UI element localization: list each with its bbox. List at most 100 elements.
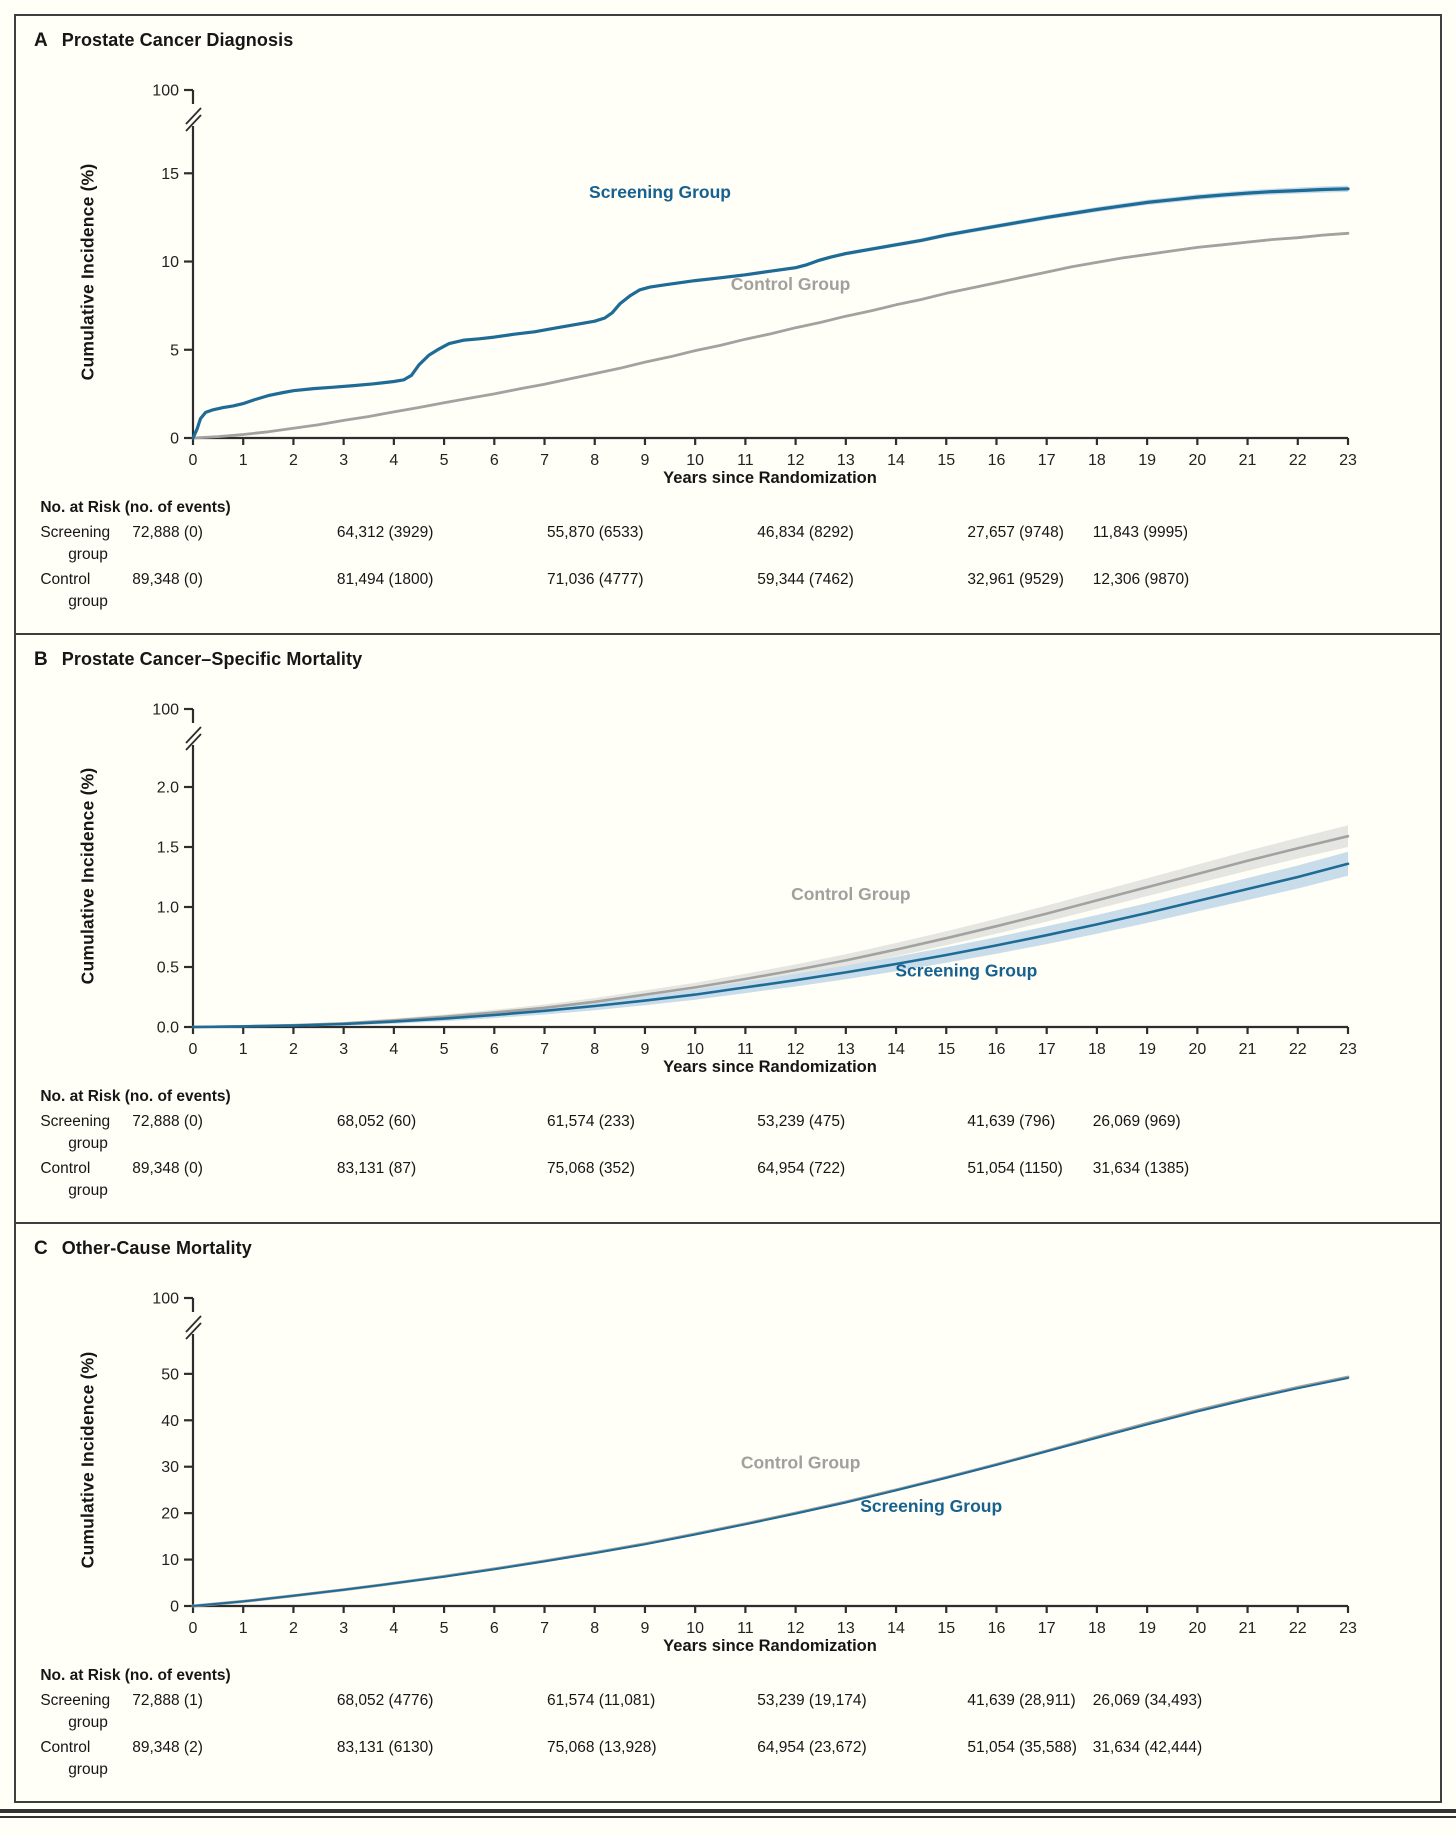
x-tick-label: 4 — [389, 452, 398, 469]
x-tick-label: 2 — [289, 1041, 298, 1058]
risk-row-label: Screening — [40, 1113, 111, 1130]
x-tick-label: 7 — [540, 452, 549, 469]
x-tick-label: 17 — [1038, 1620, 1056, 1637]
control-group-curve — [191, 231, 1350, 440]
risk-value: 72,888 (0) — [132, 1113, 203, 1130]
risk-value: 89,348 (2) — [132, 1739, 203, 1756]
y-tick-label: 10 — [161, 1552, 179, 1569]
risk-value: 83,131 (87) — [336, 1160, 417, 1177]
risk-value: 64,954 (23,672) — [757, 1739, 867, 1756]
x-tick-label: 19 — [1138, 1041, 1156, 1058]
y-tick-label: 100 — [152, 702, 179, 719]
risk-value: 31,634 (42,444) — [1092, 1739, 1203, 1756]
y-axis-break-icon — [185, 1315, 202, 1340]
axes — [184, 1296, 1350, 1613]
panel-letter: A — [34, 30, 48, 51]
x-tick-label: 10 — [686, 1620, 704, 1637]
x-tick-label: 0 — [189, 452, 198, 469]
risk-row-label: Screening — [40, 524, 111, 541]
y-tick-label: 0.0 — [157, 1020, 179, 1037]
y-tick-label: 1.5 — [157, 840, 179, 857]
x-tick-label: 15 — [937, 1620, 955, 1637]
risk-value: 68,052 (4776) — [336, 1692, 434, 1709]
risk-value: 75,068 (352) — [547, 1160, 635, 1177]
x-tick-label: 14 — [887, 1620, 905, 1637]
x-tick-label: 16 — [988, 1620, 1006, 1637]
control-group-curve — [191, 834, 1350, 1029]
x-axis-label: Years since Randomization — [663, 1637, 877, 1655]
risk-value: 83,131 (6130) — [336, 1739, 434, 1756]
x-tick-label: 2 — [289, 1620, 298, 1637]
y-tick-label: 10 — [161, 254, 179, 271]
curve-label: Control Group — [791, 884, 911, 904]
x-tick-label: 8 — [590, 452, 599, 469]
curve-label: Control Group — [741, 1453, 861, 1473]
x-tick-label: 11 — [737, 1620, 754, 1637]
risk-value: 41,639 (796) — [967, 1113, 1056, 1130]
y-tick-label: 1.0 — [157, 900, 179, 917]
x-tick-label: 13 — [837, 1041, 855, 1058]
x-tick-label: 6 — [490, 1620, 499, 1637]
figure-bottom-rule — [0, 1809, 1456, 1818]
risk-value: 72,888 (0) — [132, 524, 203, 541]
risk-value: 59,344 (7462) — [757, 571, 854, 588]
risk-row-label: Screening — [40, 1692, 111, 1709]
risk-row-sublabel: group — [68, 1182, 108, 1199]
risk-value: 12,306 (9870) — [1092, 571, 1190, 588]
y-tick-label: 0 — [170, 431, 179, 448]
panel-title: Prostate Cancer Diagnosis — [61, 30, 294, 50]
risk-value: 64,312 (3929) — [336, 524, 434, 541]
x-axis-label: Years since Randomization — [663, 1058, 877, 1076]
screening-group-curve — [192, 1377, 1349, 1607]
x-tick-label: 5 — [440, 1041, 449, 1058]
x-tick-label: 12 — [787, 1620, 805, 1637]
x-tick-label: 16 — [988, 1041, 1006, 1058]
x-tick-label: 2 — [289, 452, 298, 469]
x-tick-label: 1 — [239, 452, 248, 469]
risk-value: 27,657 (9748) — [967, 524, 1064, 541]
risk-value: 11,843 (9995) — [1092, 524, 1189, 541]
risk-row-sublabel: group — [68, 593, 108, 610]
x-tick-label: 18 — [1088, 452, 1106, 469]
x-tick-label: 21 — [1239, 452, 1257, 469]
axes — [184, 88, 1350, 445]
x-tick-label: 17 — [1038, 1041, 1056, 1058]
y-axis-label: Cumulative Incidence (%) — [77, 767, 98, 985]
risk-value: 68,052 (60) — [336, 1113, 417, 1130]
y-tick-label: 15 — [161, 166, 179, 183]
x-tick-label: 11 — [737, 1041, 754, 1058]
screening-group-curve — [191, 862, 1350, 1029]
x-axis-label: Years since Randomization — [663, 469, 877, 487]
x-tick-label: 22 — [1289, 1620, 1307, 1637]
y-axis-label: Cumulative Incidence (%) — [77, 163, 98, 381]
control-confidence-band — [193, 825, 1348, 1027]
curve-label: Screening Group — [895, 961, 1037, 981]
chart-area: Cumulative Incidence (%) 100 0.0 0.5 1.0 1.5… — [32, 677, 1424, 1080]
y-tick-label: 0 — [170, 1599, 179, 1616]
x-tick-label: 15 — [937, 1041, 955, 1058]
x-tick-label: 16 — [988, 452, 1006, 469]
panel-letter: B — [34, 649, 48, 670]
axes — [184, 707, 1350, 1034]
x-tick-label: 20 — [1188, 1041, 1206, 1058]
bottom-rule-thick-line — [0, 1809, 1456, 1813]
x-tick-label: 4 — [389, 1041, 398, 1058]
curve-label: Screening Group — [860, 1496, 1002, 1516]
risk-table-header: No. at Risk (no. of events) — [40, 1088, 231, 1105]
x-tick-label: 10 — [686, 1041, 704, 1058]
x-tick-label: 8 — [590, 1041, 599, 1058]
x-tick-label: 22 — [1289, 452, 1307, 469]
panel-title-row: A Prostate Cancer Diagnosis — [34, 30, 1424, 54]
risk-value: 53,239 (475) — [757, 1113, 846, 1130]
y-axis-break-icon — [185, 726, 202, 751]
risk-row-label: Control — [40, 571, 91, 588]
x-tick-label: 4 — [389, 1620, 398, 1637]
y-tick-label: 50 — [161, 1366, 179, 1383]
chart-area: Cumulative Incidence (%) 100 0 5 10 15 0 1 2 3 4 5… — [32, 58, 1424, 491]
risk-value: 89,348 (0) — [132, 571, 203, 588]
